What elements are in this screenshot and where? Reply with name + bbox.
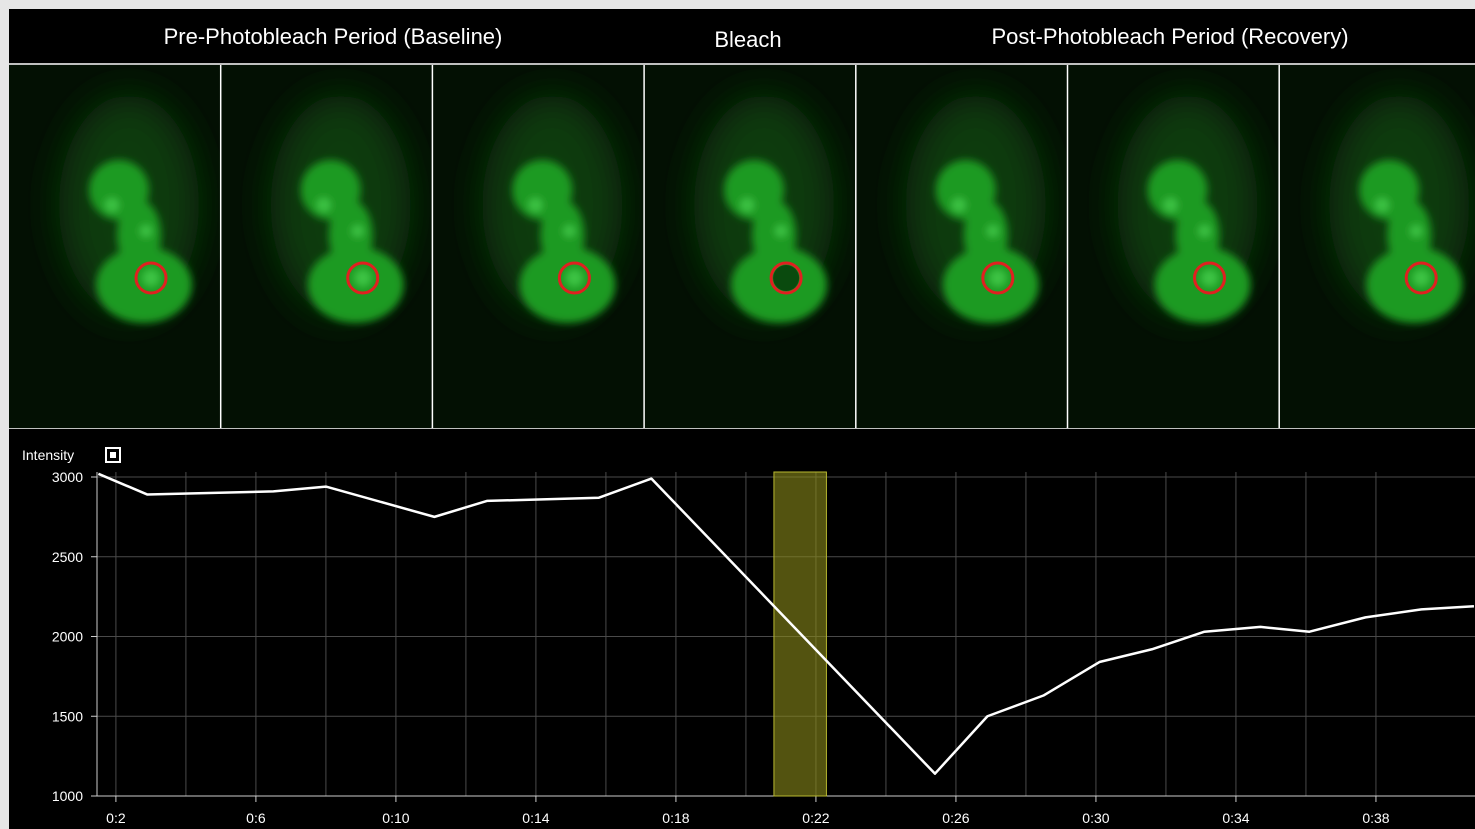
x-tick-label: 0:18	[662, 810, 689, 826]
y-axis-label: Intensity	[22, 447, 74, 463]
y-tick-label: 2000	[52, 629, 83, 645]
icon	[110, 452, 116, 458]
nucleolus	[989, 269, 1007, 287]
x-tick-label: 0:38	[1362, 810, 1389, 826]
image-strip	[9, 64, 1475, 428]
y-tick-label: 2500	[52, 549, 83, 565]
x-tick-label: 0:2	[106, 810, 126, 826]
bleached-spot	[773, 265, 799, 291]
y-tick-label: 3000	[52, 469, 83, 485]
x-tick-label: 0:26	[942, 810, 969, 826]
page: Pre-Photobleach Period (Baseline) Bleach…	[0, 0, 1475, 829]
y-tick-label: 1000	[52, 788, 83, 804]
nucleolus	[354, 269, 372, 287]
header-label: Bleach	[714, 27, 781, 52]
x-tick-label: 0:22	[802, 810, 829, 826]
x-tick-label: 0:14	[522, 810, 549, 826]
y-tick-label: 1500	[52, 708, 83, 724]
x-tick-label: 0:10	[382, 810, 409, 826]
x-tick-label: 0:30	[1082, 810, 1109, 826]
nucleolus	[1412, 269, 1430, 287]
nucleolus	[565, 269, 583, 287]
header-label: Post-Photobleach Period (Recovery)	[991, 24, 1348, 49]
nucleolus	[142, 269, 160, 287]
x-tick-label: 0:34	[1222, 810, 1249, 826]
x-tick-label: 0:6	[246, 810, 266, 826]
header-label: Pre-Photobleach Period (Baseline)	[164, 24, 503, 49]
nucleolus	[1201, 269, 1219, 287]
